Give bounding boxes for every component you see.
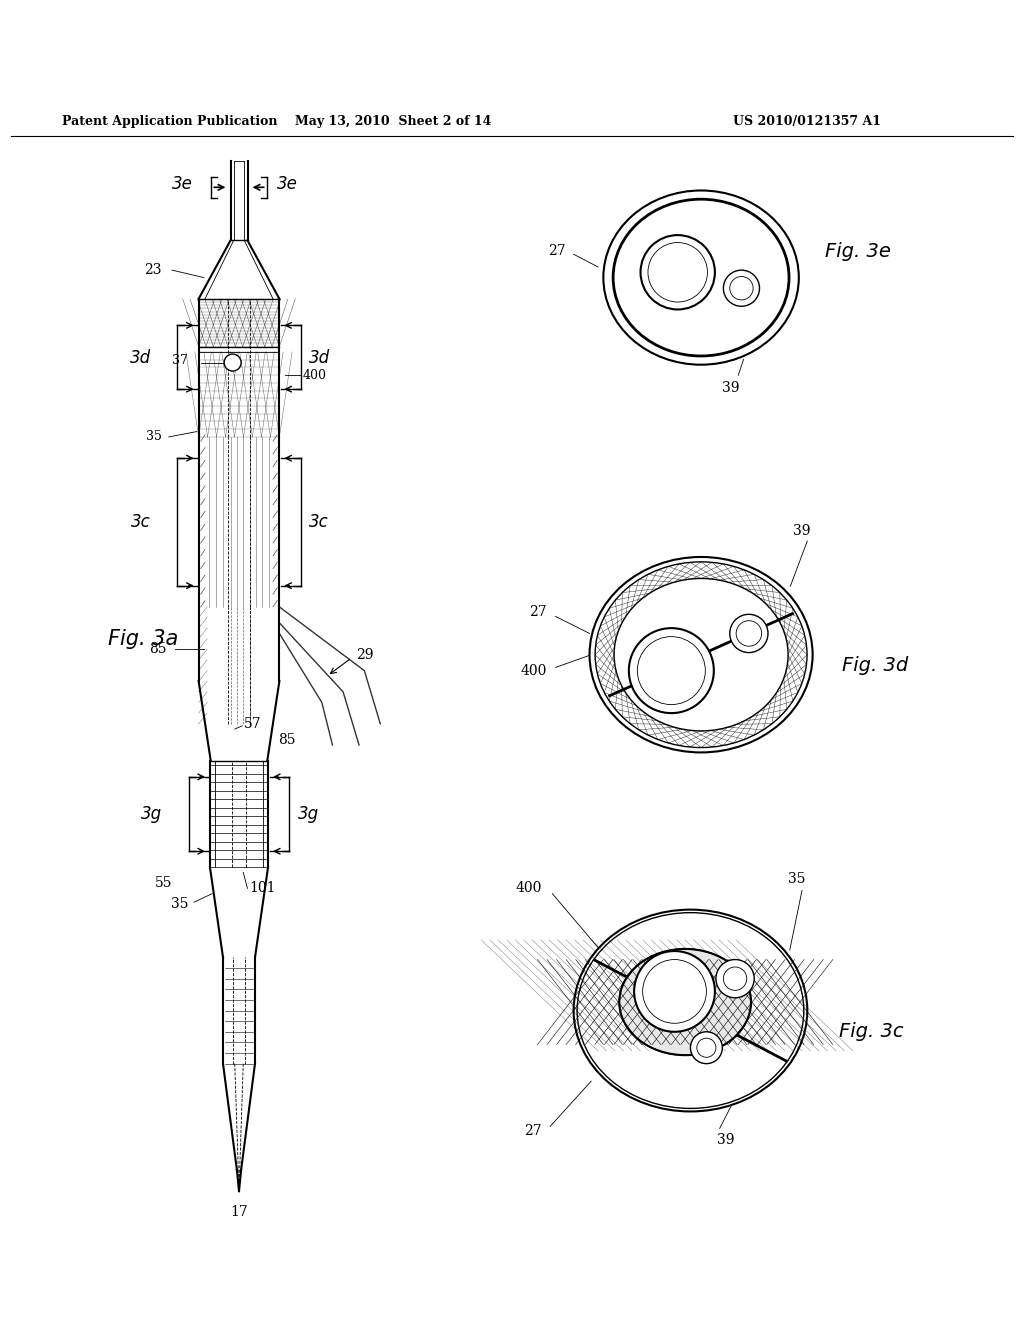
Circle shape xyxy=(224,354,241,371)
Text: 29: 29 xyxy=(356,648,374,661)
Text: 27: 27 xyxy=(549,244,566,257)
Text: 400: 400 xyxy=(515,882,542,895)
Text: 57: 57 xyxy=(245,717,262,731)
Ellipse shape xyxy=(590,557,813,752)
Circle shape xyxy=(641,235,715,309)
Text: 39: 39 xyxy=(794,524,811,537)
Text: 85: 85 xyxy=(278,733,295,747)
Text: 3g: 3g xyxy=(298,805,318,824)
Text: Fig. 3d: Fig. 3d xyxy=(843,656,908,675)
Ellipse shape xyxy=(620,949,751,1055)
Text: 3g: 3g xyxy=(141,805,162,824)
Circle shape xyxy=(634,950,715,1032)
Text: Fig. 3a: Fig. 3a xyxy=(109,628,178,648)
Text: 17: 17 xyxy=(230,1205,248,1220)
Ellipse shape xyxy=(614,578,788,731)
Text: 3c: 3c xyxy=(131,513,151,531)
Text: 55: 55 xyxy=(156,876,173,890)
Circle shape xyxy=(629,628,714,713)
Text: 23: 23 xyxy=(144,263,162,277)
Circle shape xyxy=(730,614,768,652)
Text: 35: 35 xyxy=(787,873,806,886)
Text: 400: 400 xyxy=(520,664,547,677)
Text: 101: 101 xyxy=(250,882,276,895)
Ellipse shape xyxy=(573,909,807,1111)
Text: 3e: 3e xyxy=(278,176,298,193)
Text: Fig. 3c: Fig. 3c xyxy=(840,1022,904,1041)
Text: Patent Application Publication: Patent Application Publication xyxy=(61,115,278,128)
Text: 39: 39 xyxy=(722,380,739,395)
Text: 3c: 3c xyxy=(309,513,329,531)
Text: 35: 35 xyxy=(171,898,188,911)
Circle shape xyxy=(723,271,760,306)
Text: 27: 27 xyxy=(524,1123,542,1138)
Text: May 13, 2010  Sheet 2 of 14: May 13, 2010 Sheet 2 of 14 xyxy=(295,115,492,128)
Text: 85: 85 xyxy=(150,643,167,656)
Circle shape xyxy=(716,960,755,998)
Text: 3e: 3e xyxy=(172,176,194,193)
Text: 27: 27 xyxy=(529,605,547,619)
Text: 3d: 3d xyxy=(309,350,330,367)
Text: 400: 400 xyxy=(303,368,327,381)
Text: 37: 37 xyxy=(172,354,188,367)
Text: Fig. 3e: Fig. 3e xyxy=(825,242,891,260)
Text: 35: 35 xyxy=(145,430,162,444)
Text: 3d: 3d xyxy=(130,350,151,367)
Text: US 2010/0121357 A1: US 2010/0121357 A1 xyxy=(733,115,881,128)
Text: 39: 39 xyxy=(717,1133,734,1147)
Circle shape xyxy=(690,1032,722,1064)
